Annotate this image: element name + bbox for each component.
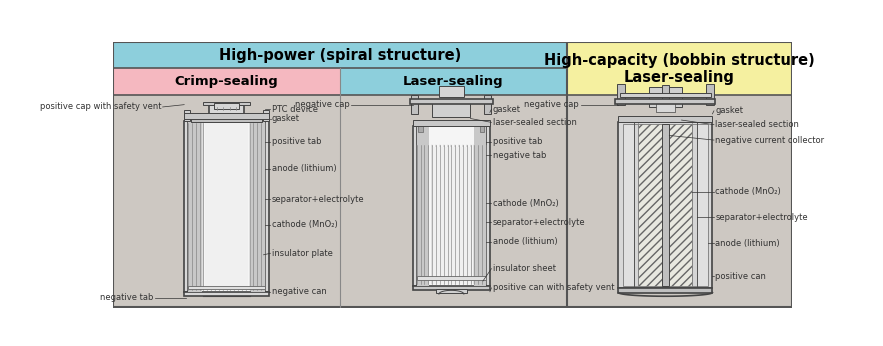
- Text: Laser-sealing: Laser-sealing: [403, 75, 503, 89]
- Bar: [697, 124, 708, 286]
- Text: High-power (spiral structure): High-power (spiral structure): [219, 48, 461, 63]
- Bar: [617, 84, 624, 106]
- Bar: [340, 69, 567, 95]
- Bar: [113, 42, 567, 69]
- Bar: [251, 121, 265, 292]
- Text: laser-sealed section: laser-sealed section: [493, 118, 577, 127]
- Bar: [485, 95, 492, 114]
- Text: separator+electrolyte: separator+electrolyte: [493, 218, 585, 227]
- Text: gasket: gasket: [272, 114, 300, 123]
- Text: laser-sealed section: laser-sealed section: [715, 120, 799, 129]
- Text: cathode (MnO₂): cathode (MnO₂): [272, 220, 337, 229]
- Text: positive can with safety vent: positive can with safety vent: [493, 283, 615, 292]
- Text: cathode (MnO₂): cathode (MnO₂): [715, 187, 781, 196]
- Bar: [634, 124, 638, 286]
- Text: negative tab: negative tab: [100, 293, 154, 302]
- Bar: [410, 99, 493, 104]
- Bar: [209, 104, 244, 118]
- Bar: [432, 147, 471, 284]
- Text: anode (lithium): anode (lithium): [493, 237, 557, 246]
- Bar: [203, 102, 250, 106]
- Text: insulator sheet: insulator sheet: [493, 264, 556, 273]
- Text: positive tab: positive tab: [493, 137, 542, 146]
- Text: Crimp-sealing: Crimp-sealing: [175, 75, 278, 89]
- Bar: [411, 95, 419, 114]
- Bar: [214, 103, 239, 109]
- Bar: [656, 102, 675, 112]
- Bar: [649, 87, 682, 107]
- Bar: [620, 93, 711, 97]
- Text: insulator plate: insulator plate: [272, 249, 333, 258]
- Bar: [188, 285, 265, 289]
- Text: High-capacity (bobbin structure)
Laser-sealing: High-capacity (bobbin structure) Laser-s…: [544, 53, 815, 85]
- Bar: [185, 121, 188, 292]
- Text: anode (lithium): anode (lithium): [272, 164, 336, 173]
- Bar: [413, 120, 490, 126]
- Text: PTC device: PTC device: [272, 105, 318, 114]
- Bar: [623, 122, 708, 287]
- Text: separator+electrolyte: separator+electrolyte: [272, 195, 365, 204]
- Bar: [567, 42, 792, 95]
- Text: gasket: gasket: [493, 105, 521, 114]
- Bar: [623, 124, 634, 286]
- Bar: [661, 124, 669, 286]
- Text: negative cap: negative cap: [295, 100, 350, 109]
- Bar: [433, 102, 471, 117]
- Bar: [188, 121, 265, 292]
- Bar: [205, 123, 248, 290]
- Bar: [413, 286, 490, 290]
- Bar: [419, 123, 423, 133]
- Text: separator+electrolyte: separator+electrolyte: [715, 212, 808, 221]
- Text: positive cap with safety vent: positive cap with safety vent: [40, 102, 161, 111]
- Text: anode (lithium): anode (lithium): [715, 239, 780, 248]
- Bar: [638, 124, 692, 286]
- Bar: [661, 85, 669, 107]
- Text: positive tab: positive tab: [272, 137, 321, 146]
- Bar: [185, 110, 191, 121]
- Bar: [413, 126, 417, 286]
- Bar: [479, 123, 485, 133]
- Bar: [618, 288, 713, 292]
- Bar: [706, 84, 714, 106]
- Bar: [188, 121, 202, 292]
- Text: cathode (MnO₂): cathode (MnO₂): [493, 199, 559, 208]
- Bar: [473, 126, 486, 286]
- Text: negative can: negative can: [272, 287, 327, 296]
- Text: negative cap: negative cap: [525, 100, 579, 109]
- Bar: [436, 289, 467, 292]
- Bar: [263, 110, 269, 121]
- Bar: [417, 126, 486, 286]
- Bar: [417, 126, 429, 286]
- Bar: [618, 122, 713, 288]
- Bar: [191, 117, 262, 121]
- Bar: [185, 292, 269, 295]
- Bar: [113, 69, 340, 95]
- Bar: [113, 95, 567, 307]
- Bar: [439, 86, 464, 97]
- Bar: [486, 126, 490, 286]
- Bar: [615, 99, 715, 104]
- Bar: [692, 124, 697, 286]
- Text: positive can: positive can: [715, 272, 766, 281]
- Bar: [567, 95, 792, 307]
- Bar: [417, 276, 486, 280]
- Text: gasket: gasket: [715, 106, 743, 115]
- Bar: [265, 121, 269, 292]
- Text: negative current collector: negative current collector: [715, 136, 825, 145]
- Bar: [618, 116, 713, 122]
- Bar: [185, 113, 269, 119]
- Text: negative tab: negative tab: [493, 151, 547, 160]
